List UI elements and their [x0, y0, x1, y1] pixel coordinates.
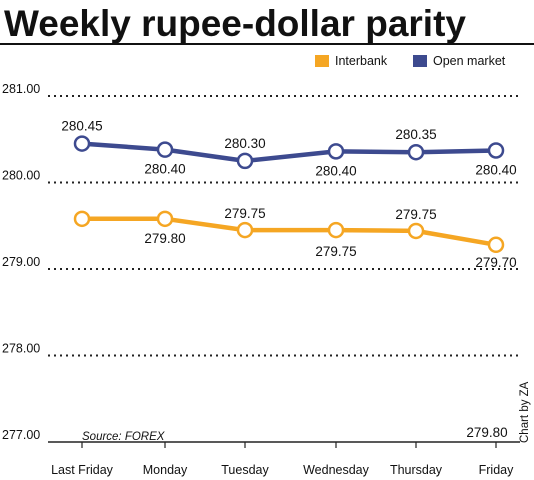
data-label: 280.30: [224, 136, 265, 151]
x-tick-label: Tuesday: [221, 463, 269, 477]
legend-swatch-interbank: [315, 55, 329, 67]
y-tick-label: 277.00: [2, 428, 40, 442]
data-point: [327, 143, 345, 160]
y-tick-label: 279.00: [2, 255, 40, 269]
chart-title: Weekly rupee-dollar parity: [4, 3, 466, 44]
chart-credit: Chart by ZA: [519, 381, 531, 443]
extra-data-label: 279.80: [466, 425, 507, 440]
data-point: [156, 141, 174, 158]
y-tick-label: 280.00: [2, 169, 40, 183]
legend: Interbank Open market: [315, 54, 506, 68]
data-label: 280.35: [395, 127, 436, 142]
x-tick-label: Thursday: [390, 463, 443, 477]
series-group: [73, 135, 505, 254]
grid: [48, 95, 520, 443]
data-point: [487, 236, 505, 254]
x-tick-label: Monday: [143, 463, 188, 477]
data-label: 280.40: [144, 162, 185, 177]
data-point: [156, 210, 174, 228]
data-label: 280.40: [315, 163, 356, 178]
x-tick-label: Friday: [479, 463, 514, 477]
data-point: [487, 142, 505, 159]
x-tick-label: Last Friday: [51, 463, 114, 477]
legend-label-interbank: Interbank: [335, 54, 388, 68]
data-label: 279.75: [315, 244, 356, 259]
data-label: 280.40: [475, 162, 516, 177]
data-label: 279.75: [224, 206, 265, 221]
x-axis-ticks: Last Friday Monday Tuesday Wednesday Thursda…: [51, 442, 514, 477]
data-point: [327, 221, 345, 239]
series-line-open-market: [79, 141, 499, 164]
data-point: [407, 143, 425, 161]
data-point: [236, 152, 254, 170]
data-label: 280.45: [61, 119, 102, 134]
data-label: 279.70: [475, 255, 516, 270]
x-tick-label: Wednesday: [303, 463, 370, 477]
legend-label-open-market: Open market: [433, 54, 506, 68]
y-tick-label: 278.00: [2, 342, 40, 356]
data-label: 279.80: [144, 231, 185, 246]
y-tick-label: 281.00: [2, 82, 40, 96]
series-line-interbank: [79, 216, 499, 248]
data-label: 279.75: [395, 207, 436, 222]
source-note: Source: FOREX: [82, 431, 166, 443]
data-point: [236, 221, 254, 239]
data-point: [73, 135, 91, 152]
data-point: [73, 210, 91, 228]
data-point: [407, 222, 425, 240]
legend-swatch-open-market: [413, 55, 427, 67]
y-axis-ticks: 281.00 280.00 279.00 278.00 277.00: [2, 82, 40, 442]
data-labels: 279.80 279.75 279.75 279.75 279.70 280.45 280.…: [61, 119, 516, 270]
